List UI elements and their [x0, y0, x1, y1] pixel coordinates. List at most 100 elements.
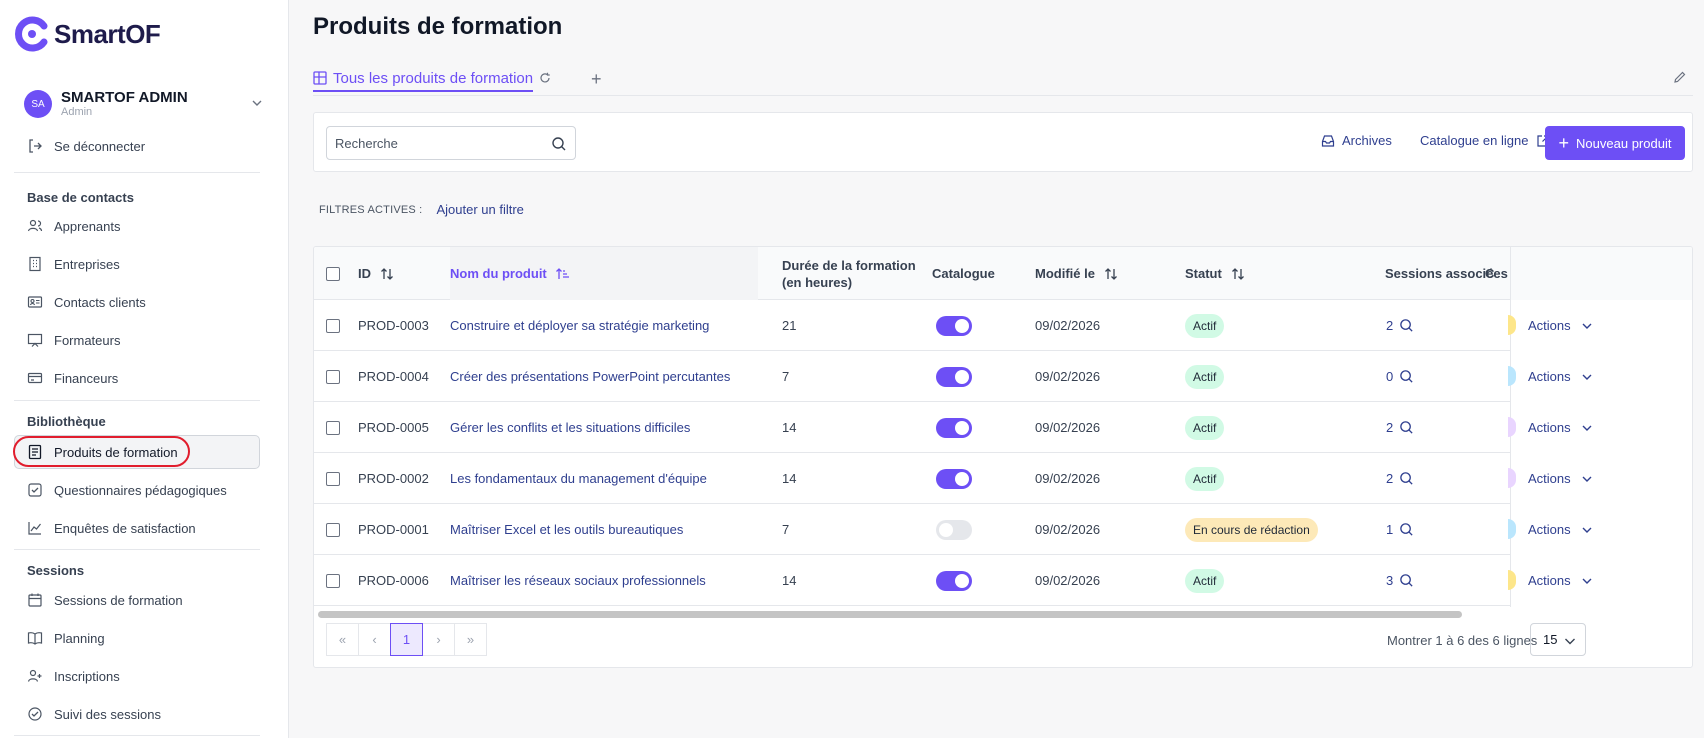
sessions-link[interactable]: 3	[1386, 573, 1414, 588]
divider	[14, 735, 260, 736]
active-filters: FILTRES ACTIVES : Ajouter un filtre	[319, 202, 524, 217]
sidebar-item-enquetes[interactable]: Enquêtes de satisfaction	[26, 516, 196, 540]
product-name-link[interactable]: Maîtriser Excel et les outils bureautiqu…	[450, 522, 684, 537]
select-all-checkbox[interactable]	[326, 266, 340, 281]
sidebar-item-inscriptions[interactable]: Inscriptions	[26, 664, 120, 688]
sidebar-item-suivi-des-sessions[interactable]: Suivi des sessions	[26, 702, 161, 726]
col-sessions[interactable]: Sessions associées	[1385, 266, 1508, 281]
catalogue-toggle[interactable]	[936, 417, 972, 438]
sessions-link[interactable]: 2	[1386, 318, 1414, 333]
catalogue-toggle[interactable]	[936, 366, 972, 387]
add-filter-link[interactable]: Ajouter un filtre	[436, 202, 524, 217]
sidebar-item-entreprises[interactable]: Entreprises	[26, 252, 120, 276]
pencil-icon[interactable]	[1673, 70, 1687, 84]
col-duration[interactable]: Durée de la formation (en heures)	[782, 247, 922, 300]
row-checkbox[interactable]	[326, 522, 340, 537]
product-name-link[interactable]: Maîtriser les réseaux sociaux profession…	[450, 573, 706, 588]
sessions-count: 2	[1386, 420, 1394, 435]
sessions-link[interactable]: 1	[1386, 522, 1414, 537]
page-button-current[interactable]: 1	[390, 623, 423, 656]
sidebar-item-questionnaires[interactable]: Questionnaires pédagogiques	[26, 478, 227, 502]
search-icon[interactable]	[551, 136, 567, 152]
new-product-button[interactable]: + Nouveau produit	[1545, 126, 1685, 160]
last-page-button[interactable]: »	[454, 623, 487, 656]
product-name-link[interactable]: Construire et déployer sa stratégie mark…	[450, 318, 710, 333]
product-duration: 14	[782, 420, 797, 435]
catalogue-toggle[interactable]	[936, 468, 972, 489]
sessions-cell: 2	[1386, 402, 1414, 453]
catalogue-toggle[interactable]	[936, 519, 972, 540]
add-tab-button[interactable]: +	[591, 69, 602, 89]
calendar-icon	[26, 591, 44, 609]
col-modified[interactable]: Modifié le	[1035, 247, 1119, 300]
row-checkbox[interactable]	[326, 420, 340, 435]
row-checkbox[interactable]	[326, 369, 340, 384]
row-checkbox[interactable]	[326, 573, 340, 588]
search-icon[interactable]	[1399, 318, 1414, 333]
catalogue-cell	[936, 453, 972, 504]
archives-button[interactable]: Archives	[1321, 133, 1392, 148]
user-menu[interactable]: SA SMARTOF ADMIN Admin	[24, 88, 264, 120]
product-name-link[interactable]: Les fondamentaux du management d'équipe	[450, 471, 707, 486]
brand-logo[interactable]: SmartOF	[14, 16, 161, 52]
row-actions-button[interactable]: Actions	[1528, 555, 1593, 606]
divider	[313, 95, 1693, 96]
row-actions-button[interactable]: Actions	[1528, 402, 1593, 453]
smartof-logo-icon	[15, 16, 48, 52]
product-name-link[interactable]: Gérer les conflits et les situations dif…	[450, 420, 691, 435]
catalogue-link[interactable]: Catalogue en ligne	[1420, 133, 1550, 148]
col-name[interactable]: Nom du produit	[450, 247, 758, 300]
row-checkbox[interactable]	[326, 318, 340, 333]
sidebar-item-sessions-de-formation[interactable]: Sessions de formation	[26, 588, 183, 612]
search-icon[interactable]	[1399, 522, 1414, 537]
sessions-link[interactable]: 2	[1386, 420, 1414, 435]
truncated-cell-marker	[1508, 468, 1516, 488]
sessions-link[interactable]: 2	[1386, 471, 1414, 486]
chevron-down-icon[interactable]	[250, 96, 264, 110]
refresh-icon[interactable]	[539, 72, 551, 84]
horizontal-scrollbar[interactable]	[318, 611, 1462, 618]
catalogue-toggle[interactable]	[936, 570, 972, 591]
catalogue-toggle[interactable]	[936, 315, 972, 336]
page-size-select[interactable]: 15	[1530, 623, 1586, 656]
product-duration: 14	[782, 471, 797, 486]
col-id[interactable]: ID	[358, 247, 395, 300]
first-page-button[interactable]: «	[326, 623, 359, 656]
next-page-button[interactable]: ›	[422, 623, 455, 656]
search-icon[interactable]	[1399, 369, 1414, 384]
row-actions-button[interactable]: Actions	[1528, 453, 1593, 504]
sidebar-item-planning[interactable]: Planning	[26, 626, 105, 650]
search-icon[interactable]	[1399, 420, 1414, 435]
search-box[interactable]	[326, 126, 576, 160]
contact-card-icon	[26, 293, 44, 311]
row-actions-button[interactable]: Actions	[1528, 300, 1593, 351]
status-badge: Actif	[1185, 466, 1225, 491]
prev-page-button[interactable]: ‹	[358, 623, 391, 656]
sessions-link[interactable]: 0	[1386, 369, 1414, 384]
col-status[interactable]: Statut	[1185, 247, 1246, 300]
divider	[14, 549, 260, 550]
sidebar-item-apprenants[interactable]: Apprenants	[26, 214, 121, 238]
sidebar-item-contacts-clients[interactable]: Contacts clients	[26, 290, 146, 314]
page-title: Produits de formation	[313, 13, 563, 40]
product-id: PROD-0002	[358, 471, 429, 486]
catalogue-cell	[936, 351, 972, 402]
search-icon[interactable]	[1399, 573, 1414, 588]
search-input[interactable]	[335, 135, 545, 151]
status-badge: Actif	[1185, 415, 1225, 440]
logout-link[interactable]: Se déconnecter	[26, 134, 145, 158]
product-id: PROD-0001	[358, 522, 429, 537]
row-checkbox[interactable]	[326, 471, 340, 486]
row-actions-button[interactable]: Actions	[1528, 351, 1593, 402]
product-duration: 14	[782, 573, 797, 588]
sidebar-item-financeurs[interactable]: Financeurs	[26, 366, 118, 390]
sidebar-item-produits-de-formation[interactable]: Produits de formation	[26, 440, 178, 464]
product-name-link[interactable]: Créer des présentations PowerPoint percu…	[450, 369, 731, 384]
col-catalogue[interactable]: Catalogue	[932, 266, 995, 281]
product-duration: 7	[782, 369, 790, 384]
tab-all-products[interactable]: Tous les produits de formation	[313, 68, 534, 92]
row-actions-button[interactable]: Actions	[1528, 504, 1593, 555]
status-cell: Actif	[1185, 300, 1225, 351]
search-icon[interactable]	[1399, 471, 1414, 486]
sidebar-item-formateurs[interactable]: Formateurs	[26, 328, 120, 352]
